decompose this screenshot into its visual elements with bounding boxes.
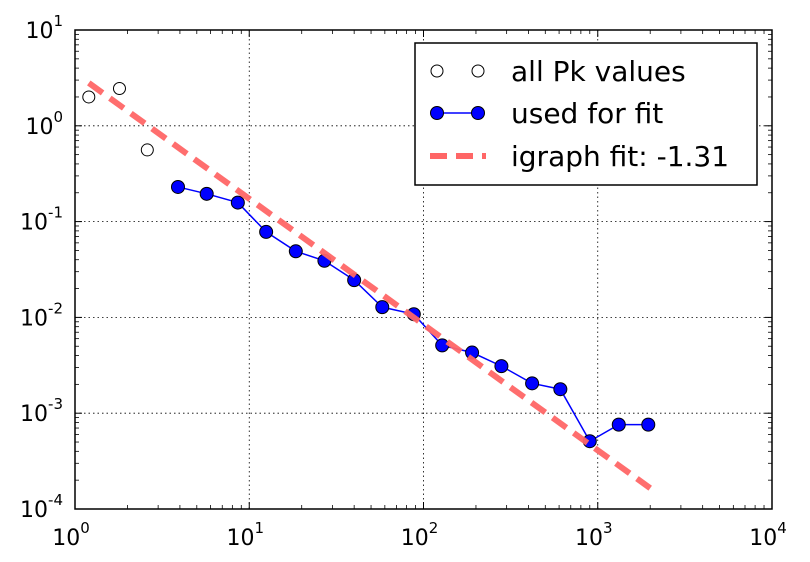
used-for-fit-point [230,195,245,210]
y-tick-label: 10-3 [20,395,63,427]
y-tick-label: 101 [25,12,63,44]
legend-used-marker [471,106,485,120]
legend-all-pk-marker [471,64,485,78]
igraph-fit-line [87,80,652,491]
legend-all-pk-marker [430,64,444,78]
used-for-fit-point [288,244,303,259]
x-tick-label: 101 [226,519,264,551]
x-tick-label: 103 [575,519,613,551]
used-for-fit-point [553,382,568,397]
used-for-fit-point [494,359,509,374]
used-for-fit-point [435,338,450,353]
legend-used-marker [430,106,444,120]
x-tick-label: 102 [401,519,439,551]
used-for-fit-point [641,417,656,432]
y-tick-label: 10-1 [20,204,63,236]
used-for-fit-point [375,300,390,315]
y-tick-label: 10-4 [20,491,63,523]
legend-label: all Pk values [511,55,686,88]
y-tick-label: 10-2 [20,299,63,331]
used-for-fit-point [525,376,540,391]
used-for-fit-point [611,417,626,432]
all-pk-point [82,90,96,104]
legend-label: igraph fit: -1.31 [511,140,729,173]
axis-ticks: 100 101 102 103 104 10-4 10-3 10-2 10-1 100 101 [20,12,787,551]
all-pk-point [140,143,154,157]
legend: all Pk values used for fit igraph fit: -1.… [414,42,758,186]
used-for-fit-point [199,186,214,201]
used-for-fit-point [259,224,274,239]
x-tick-label: 104 [749,519,787,551]
all-pk-point [112,82,126,96]
legend-label: used for fit [511,97,663,130]
plot-series [82,80,656,491]
y-tick-label: 100 [25,108,63,140]
used-for-fit-point [170,179,185,194]
x-tick-label: 100 [52,519,90,551]
